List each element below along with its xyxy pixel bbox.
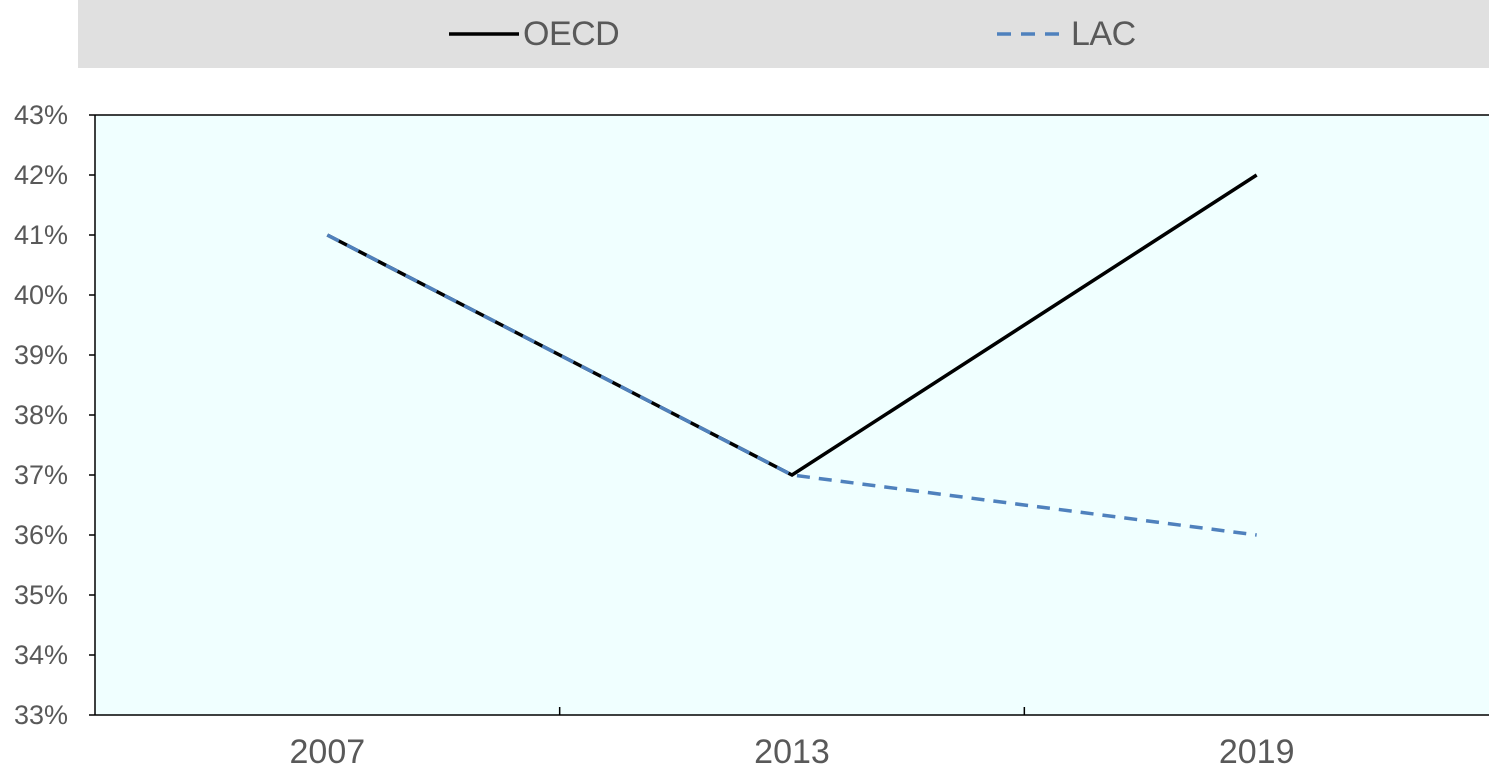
legend-label-oecd: OECD xyxy=(523,15,620,53)
legend-item-lac: LAC xyxy=(997,0,1136,68)
legend-item-oecd: OECD xyxy=(449,0,620,68)
plot-area xyxy=(95,115,1489,715)
y-tick-label: 42% xyxy=(14,160,68,190)
y-tick-label: 41% xyxy=(14,220,68,250)
y-tick-label: 36% xyxy=(14,520,68,550)
y-tick-label: 34% xyxy=(14,640,68,670)
y-tick-label: 37% xyxy=(14,460,68,490)
legend-swatch-oecd xyxy=(449,32,519,36)
x-tick-label: 2007 xyxy=(290,733,366,765)
y-tick-label: 43% xyxy=(14,100,68,130)
y-tick-label: 33% xyxy=(14,700,68,730)
y-tick-label: 40% xyxy=(14,280,68,310)
legend-label-lac: LAC xyxy=(1071,15,1136,53)
legend-swatch-lac xyxy=(997,32,1067,36)
x-tick-label: 2013 xyxy=(754,733,830,765)
y-axis: 33% 34% 35% 36% 37% 38% 39% 40% 41% 42% 43% xyxy=(14,100,95,730)
legend: OECD LAC xyxy=(78,0,1489,68)
x-axis: 2007 2013 2019 xyxy=(290,707,1295,765)
y-tick-label: 35% xyxy=(14,580,68,610)
x-tick-label: 2019 xyxy=(1219,733,1295,765)
y-tick-label: 39% xyxy=(14,340,68,370)
series-layer xyxy=(326,173,1258,537)
y-tick-label: 38% xyxy=(14,400,68,430)
series-line-oecd xyxy=(326,173,1258,478)
